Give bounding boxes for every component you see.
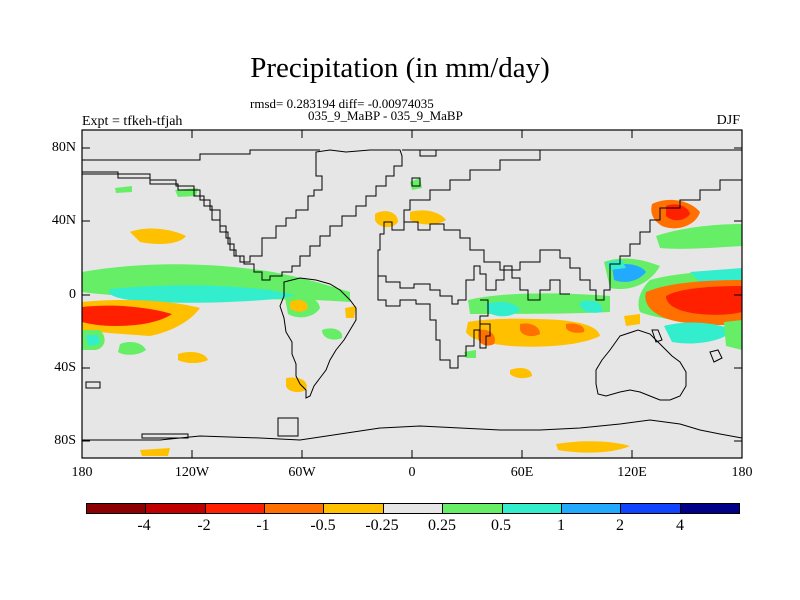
colorbar-label: -4 — [137, 517, 151, 534]
plot-title: Precipitation (in mm/day) — [250, 52, 550, 84]
y-tick-80s: 80S — [54, 433, 76, 448]
y-tick-40s: 40S — [54, 360, 76, 375]
x-tick-180e: 180 — [731, 465, 753, 480]
field-orange-sa3 — [286, 377, 307, 393]
field-cyan-spcz — [690, 268, 742, 282]
field-red-spcz — [666, 286, 742, 315]
season-label: DJF — [716, 113, 740, 128]
coastlines — [82, 149, 742, 441]
field-red-io — [520, 323, 540, 337]
field-orange-sa — [290, 300, 308, 312]
field-cyan-band — [109, 285, 301, 303]
field-cyan-spcz2 — [664, 322, 734, 344]
field-green-saf — [464, 350, 476, 358]
field-green-sa2 — [322, 328, 343, 340]
y-tick-0: 0 — [69, 287, 76, 302]
colorbar-label: 4 — [676, 517, 684, 534]
colorbar-swatch — [680, 504, 739, 513]
colorbar — [86, 503, 740, 514]
x-tick-180w: 180 — [71, 465, 93, 480]
colorbar-swatch — [383, 504, 444, 513]
colorbar-label: 0.5 — [491, 517, 511, 534]
field-green-nasia — [410, 178, 422, 190]
colorbar-label: -0.25 — [365, 517, 399, 534]
axis-ticks — [81, 130, 743, 458]
colorbar-label: 1 — [557, 517, 565, 534]
colorbar-swatch — [324, 504, 384, 513]
x-tick-60e: 60E — [510, 465, 534, 480]
y-tick-40n: 40N — [51, 213, 76, 228]
colorbar-label: -0.5 — [310, 517, 336, 534]
colorbar-label: 2 — [616, 517, 624, 534]
field-orange-np — [130, 228, 186, 244]
field-orange-med2 — [410, 210, 446, 225]
field-green-sp2 — [118, 342, 146, 355]
field-orange-sa4 — [345, 306, 356, 318]
field-red-band — [82, 305, 172, 326]
field-red-io2 — [566, 323, 585, 333]
field-orange-soc — [556, 441, 630, 453]
colorbar-swatch — [561, 504, 622, 513]
x-tick-120w: 120W — [174, 465, 210, 480]
colorbar-swatch — [87, 504, 147, 513]
field-orange-spac — [178, 352, 208, 363]
colorbar-swatch — [443, 504, 503, 513]
experiment-label: Expt = tfkeh-tfjah — [82, 114, 183, 129]
y-tick-80n: 80N — [51, 140, 76, 155]
colorbar-swatch — [502, 504, 562, 513]
colorbar-label: 0.25 — [428, 517, 456, 534]
field-orange-spac2 — [624, 314, 640, 326]
stats-line: rmsd= 0.283194 diff= -0.00974035 — [250, 96, 434, 111]
field-cyan-io2 — [580, 300, 603, 313]
colorbar-swatch — [621, 504, 681, 513]
colorbar-swatch — [146, 504, 206, 513]
colorbar-label: -2 — [197, 517, 211, 534]
field-cyan-wp2 — [606, 260, 626, 270]
field-orange-saf — [510, 368, 532, 379]
field-cyan-sp — [86, 335, 100, 346]
field-orange-soc2 — [140, 448, 170, 456]
field-green-npac — [656, 224, 742, 249]
x-tick-120e: 120E — [617, 465, 647, 480]
colorbar-swatch — [265, 504, 325, 513]
field-green-np — [115, 186, 132, 193]
field-cyan-io — [486, 302, 520, 317]
case-line: 035_9_MaBP - 035_9_MaBP — [308, 108, 463, 123]
precip-anomaly-fields — [82, 178, 742, 456]
colorbar-label: -1 — [256, 517, 270, 534]
colorbar-swatch — [205, 504, 266, 513]
x-tick-60w: 60W — [288, 465, 316, 480]
field-green-spcz2 — [724, 320, 742, 350]
x-tick-0: 0 — [408, 465, 416, 480]
